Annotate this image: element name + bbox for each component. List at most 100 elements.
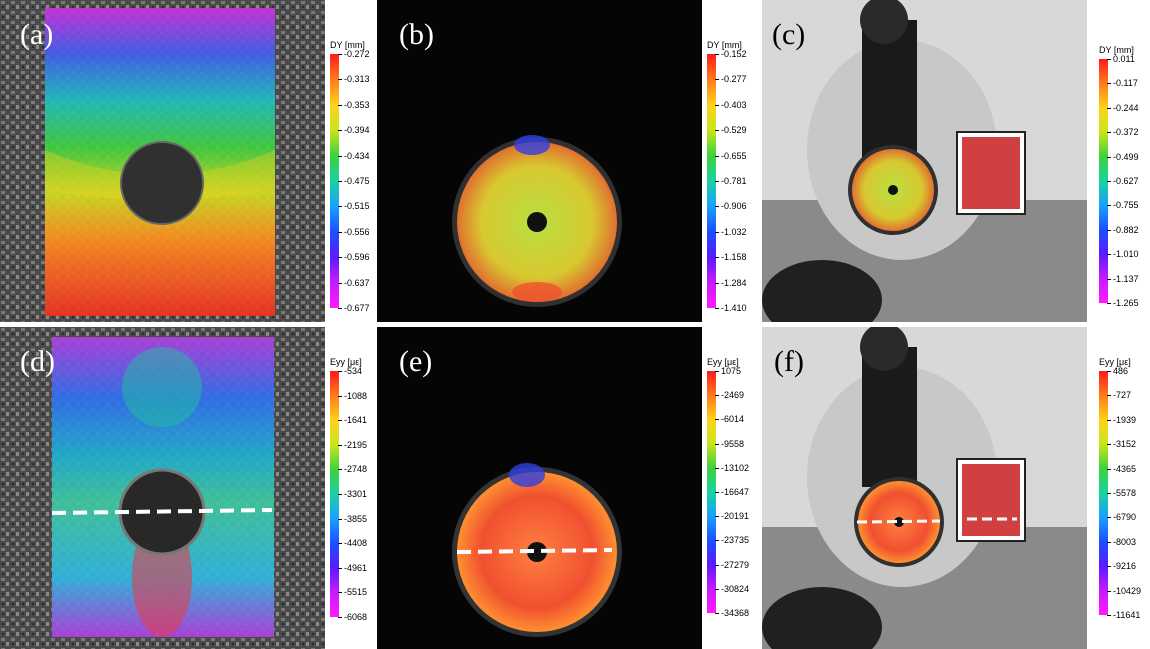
colorbar-d: Eyy [με] -534 -1088 -1641 -2195 -2748 -3301 -38… (325, 357, 375, 629)
colorbar-tick: -3152 (1106, 439, 1137, 450)
colorbar-e: Eyy [με] 1075 -2469 -6014 -9558 -13102 -16647 -… (702, 357, 760, 625)
colorbar-tick: -0.529 (715, 125, 747, 136)
colorbar-tick: -1.010 (1107, 249, 1139, 260)
colorbar-tick: -8003 (1106, 536, 1137, 547)
colorbar-gradient (707, 371, 716, 613)
colorbar-tick: -0.372 (1107, 127, 1139, 138)
colorbar-tick: -6068 (337, 612, 368, 622)
colorbar-tick: -1.265 (1107, 298, 1139, 308)
colorbar-tick: -0.313 (338, 74, 370, 85)
colorbar-tick: -0.781 (715, 176, 747, 186)
colorbar-tick: -0.394 (338, 125, 370, 136)
colorbar-gradient (330, 371, 339, 617)
colorbar-tick: -0.434 (338, 150, 370, 161)
panel-d: (d) Eyy [με] -534 -1088 -1641 -2195 -2748 -330… (0, 327, 375, 649)
colorbar-tick: -3301 (337, 489, 368, 499)
colorbar-title: Eyy [με] (1099, 357, 1131, 367)
colorbar-tick: -23735 (714, 535, 750, 546)
colorbar-tick: -0.277 (715, 74, 747, 85)
colorbar-a: DY [mm] -0.272 -0.313 -0.353 -0.394 -0.434 -0.… (325, 40, 375, 320)
colorbar-tick: -4961 (337, 562, 368, 573)
colorbar-tick: -0.655 (715, 150, 747, 161)
colorbar-tick: -0.882 (1107, 224, 1139, 235)
colorbar-tick: -4365 (1106, 463, 1137, 474)
panel-b-image (377, 0, 702, 322)
colorbar-tick: 486 (1106, 366, 1129, 376)
panel-label: (f) (774, 345, 804, 378)
colorbar-tick: -1.284 (715, 277, 747, 288)
panel-a-image (0, 0, 325, 322)
colorbar-title: Eyy [με] (330, 357, 362, 367)
panel-a: (a) DY [mm] -0.272 -0.313 -0.353 -0.394 -0.43… (0, 0, 375, 322)
colorbar-tick: -0.906 (715, 201, 747, 212)
panel-label: (d) (20, 345, 55, 378)
panel-b: (b) DY [mm] -0.152 -0.277 -0.403 -0.529 -0.65… (377, 0, 760, 322)
colorbar-tick: -1641 (337, 415, 368, 426)
colorbar-title: DY [mm] (707, 40, 742, 50)
panel-e-image (377, 327, 702, 649)
colorbar-tick: -0.272 (338, 49, 370, 59)
colorbar-gradient (707, 54, 716, 308)
colorbar-tick: -0.117 (1107, 78, 1138, 89)
colorbar-tick: -0.596 (338, 252, 370, 263)
colorbar-tick: -3855 (337, 513, 368, 524)
colorbar-f: Eyy [με] 486 -727 -1939 -3152 -4365 -5578 -6790… (1094, 357, 1150, 627)
colorbar-tick: -0.353 (338, 99, 370, 110)
colorbar-tick: -0.244 (1107, 102, 1139, 113)
colorbar-tick: -1939 (1106, 414, 1137, 425)
colorbar-gradient (1099, 59, 1108, 303)
colorbar-tick: -0.499 (1107, 151, 1139, 162)
colorbar-title: DY [mm] (1099, 45, 1134, 55)
colorbar-tick: -5578 (1106, 488, 1137, 498)
colorbar-tick: -534 (337, 366, 363, 376)
colorbar-tick: -11641 (1106, 610, 1141, 620)
panel-e: (e) Eyy [με] 1075 -2469 -6014 -9558 -13102 -16… (377, 327, 760, 649)
colorbar-tick: -0.637 (338, 277, 370, 288)
colorbar-tick: -6790 (1106, 512, 1137, 523)
colorbar-tick: -1.032 (715, 226, 747, 237)
colorbar-tick: -1.137 (1107, 273, 1139, 284)
colorbar-tick: -0.556 (338, 226, 370, 237)
colorbar-tick: -0.403 (715, 99, 747, 110)
colorbar-tick: -16647 (714, 487, 750, 497)
colorbar-tick: -1088 (337, 390, 368, 401)
panel-label: (b) (399, 18, 434, 51)
colorbar-tick: -2748 (337, 464, 368, 475)
panel-f: (f) Eyy [με] 486 -727 -1939 -3152 -4365 -5578 -… (762, 327, 1150, 649)
colorbar-tick: 1075 (714, 366, 742, 376)
colorbar-tick: -727 (1106, 390, 1132, 401)
colorbar-tick: -30824 (714, 583, 750, 594)
panel-label: (e) (399, 345, 433, 378)
colorbar-tick: -0.755 (1107, 200, 1139, 211)
colorbar-tick: -9558 (714, 438, 745, 449)
panel-label: (a) (20, 18, 54, 51)
panel-label: (c) (772, 18, 806, 51)
colorbar-tick: -2195 (337, 439, 368, 450)
panel-c-image (762, 0, 1087, 322)
colorbar-tick: -0.515 (338, 201, 370, 212)
colorbar-tick: -0.627 (1107, 176, 1139, 186)
colorbar-tick: -1.410 (715, 303, 747, 313)
colorbar-b: DY [mm] -0.152 -0.277 -0.403 -0.529 -0.655 -0.… (702, 40, 760, 320)
colorbar-tick: -10429 (1106, 585, 1142, 596)
colorbar-tick: -5515 (337, 587, 368, 598)
colorbar-tick: -27279 (714, 559, 750, 570)
colorbar-tick: -0.677 (338, 303, 370, 313)
colorbar-tick: -9216 (1106, 561, 1137, 572)
panel-f-image (762, 327, 1087, 649)
colorbar-gradient (330, 54, 339, 308)
colorbar-tick: -0.475 (338, 176, 370, 186)
colorbar-tick: -6014 (714, 414, 745, 425)
colorbar-tick: -2469 (714, 390, 745, 401)
colorbar-tick: -1.158 (715, 252, 747, 263)
colorbar-c: DY [mm] 0.011 -0.117 -0.244 -0.372 -0.499 -0.6… (1094, 45, 1150, 315)
colorbar-title: DY [mm] (330, 40, 365, 50)
panel-c: (c) DY [mm] 0.011 -0.117 -0.244 -0.372 -0.499… (762, 0, 1150, 322)
panel-d-image (0, 327, 325, 649)
colorbar-tick: -0.152 (715, 49, 747, 59)
colorbar-tick: 0.011 (1107, 54, 1135, 64)
colorbar-tick: -4408 (337, 538, 368, 549)
colorbar-title: Eyy [με] (707, 357, 739, 367)
colorbar-gradient (1099, 371, 1108, 615)
colorbar-tick: -20191 (714, 511, 750, 522)
